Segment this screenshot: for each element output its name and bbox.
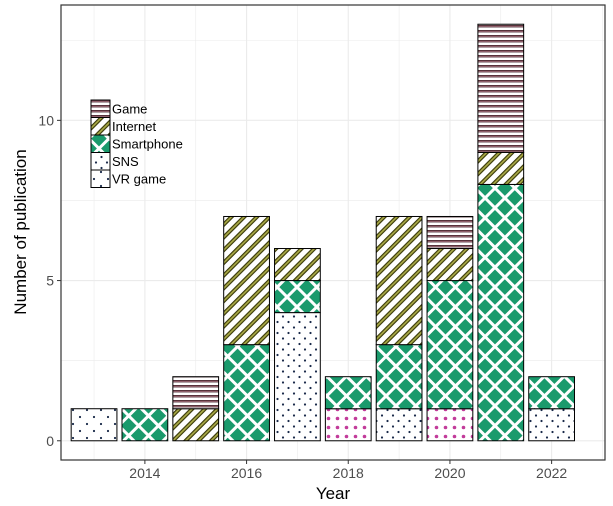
bar-segment-smartphone-2016 [223, 344, 270, 442]
axis-ticks: 2014 2016 2018 2020 2022 0 5 10 [38, 112, 567, 481]
x-tick-label: 2018 [333, 465, 364, 481]
legend-key-game [90, 99, 111, 118]
bar-segment-internet-2020 [426, 248, 474, 282]
legend-label-game: Game [112, 101, 147, 116]
bar-segment-vr-game-2013 [70, 408, 118, 442]
y-tick-label: 0 [46, 433, 54, 449]
bar-segment-game-2015 [172, 376, 220, 410]
x-tick-label: 2022 [536, 465, 567, 481]
legend-key-vr-game [90, 169, 111, 188]
bar-segment-sns-2022 [528, 408, 575, 442]
y-axis-title: Number of publication [11, 149, 30, 314]
x-tick-label: 2016 [231, 465, 262, 481]
bar-segment-smartphone-2018 [324, 376, 372, 410]
x-tick-label: 2014 [129, 465, 160, 481]
bar-segment-game-2020 [426, 215, 474, 250]
legend-key-internet [90, 117, 111, 136]
bar-segment-sns-2017 [274, 312, 321, 442]
bar-segment-smartphone-2014 [121, 408, 169, 442]
x-tick-label: 2020 [434, 465, 465, 481]
legend-label-vr-game: VR game [112, 171, 166, 186]
legend-key-smartphone [90, 134, 111, 153]
x-axis-title: Year [316, 484, 351, 503]
bar-segment-game-2021 [477, 23, 525, 153]
y-tick-label: 5 [46, 273, 54, 289]
bar-segment-internet-2019 [375, 215, 423, 346]
bar-segment-internet-2021 [477, 151, 525, 185]
legend-label-smartphone: Smartphone [112, 136, 183, 151]
bar-segment-smartphone-2021 [477, 183, 525, 442]
y-tick-label: 10 [38, 112, 54, 128]
plot-panel-border [60, 4, 606, 461]
bar-segment-internet-2015 [172, 408, 220, 442]
bar-segment-internet-2017 [274, 248, 321, 282]
bar-segment-smartphone-2017 [274, 280, 321, 314]
bar-segment-smartphone-2019 [375, 344, 423, 410]
bar-segment-sns-2018 [324, 408, 372, 442]
bar-segment-sns-2019 [375, 408, 423, 442]
bars [70, 23, 575, 442]
legend: Game Internet Smartphone SNS VR game [90, 99, 183, 188]
bar-segment-smartphone-2020 [426, 280, 474, 410]
bar-segment-internet-2016 [223, 215, 270, 346]
legend-key-sns [90, 152, 111, 171]
legend-label-sns: SNS [112, 154, 139, 169]
bar-segment-smartphone-2022 [528, 376, 575, 410]
bar-segment-sns-2020 [426, 408, 474, 442]
legend-label-internet: Internet [112, 119, 156, 134]
